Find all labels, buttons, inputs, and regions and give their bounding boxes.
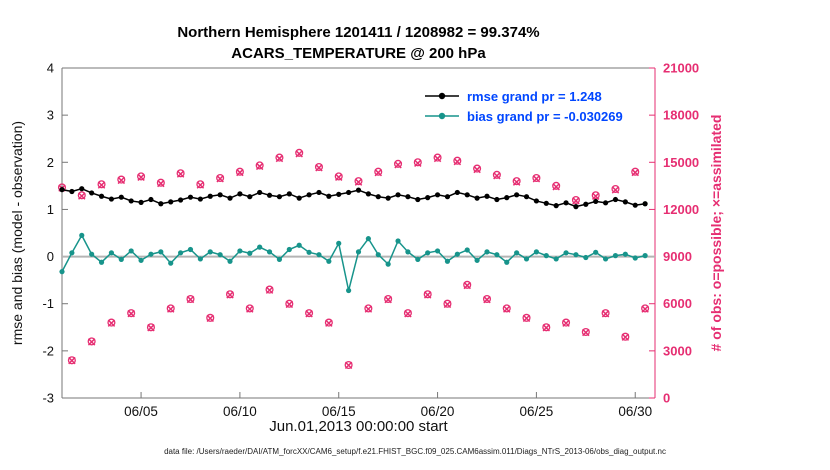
rmse-line-swatch xyxy=(425,92,459,100)
bias-series xyxy=(59,232,648,294)
right-axis-ticks: 0 3000 6000 9000 12000 15000 18000 21000 xyxy=(649,61,699,406)
obs-possible-markers xyxy=(57,148,650,370)
legend-label-rmse: rmse grand pr = 1.248 xyxy=(467,88,602,104)
svg-text:21000: 21000 xyxy=(663,61,699,76)
svg-text:06/05: 06/05 xyxy=(124,404,158,419)
svg-text:12000: 12000 xyxy=(663,202,699,217)
svg-text:-3: -3 xyxy=(42,391,54,406)
legend: rmse grand pr = 1.248 bias grand pr = -0… xyxy=(424,86,623,126)
svg-text:18000: 18000 xyxy=(663,108,699,123)
svg-text:-1: -1 xyxy=(42,296,54,311)
svg-text:2: 2 xyxy=(47,155,54,170)
x-axis-label: Jun.01,2013 00:00:00 start xyxy=(269,418,448,435)
legend-item-bias: bias grand pr = -0.030269 xyxy=(424,106,623,126)
svg-text:-2: -2 xyxy=(42,343,54,358)
svg-text:0: 0 xyxy=(663,391,670,406)
svg-text:4: 4 xyxy=(47,61,54,76)
obs-assimilated-markers xyxy=(58,150,649,370)
svg-text:1: 1 xyxy=(47,202,54,217)
svg-text:3: 3 xyxy=(47,108,54,123)
svg-text:6000: 6000 xyxy=(663,296,692,311)
data-file-path: data file: /Users/raeder/DAI/ATM_forcXX/… xyxy=(164,447,666,456)
svg-text:3000: 3000 xyxy=(663,343,692,358)
svg-text:06/25: 06/25 xyxy=(520,404,554,419)
rmse-series xyxy=(59,186,648,210)
svg-text:06/20: 06/20 xyxy=(421,404,455,419)
svg-text:06/15: 06/15 xyxy=(322,404,356,419)
svg-text:06/10: 06/10 xyxy=(223,404,257,419)
svg-text:15000: 15000 xyxy=(663,155,699,170)
chart-title: Northern Hemisphere 1201411 / 1208982 = … xyxy=(177,24,540,41)
bias-line-swatch xyxy=(425,112,459,120)
svg-text:0: 0 xyxy=(47,249,54,264)
plot-box xyxy=(61,67,656,399)
x-axis-ticks: 06/05 06/10 06/15 06/20 06/25 06/30 xyxy=(124,392,652,419)
left-axis-ticks: -3 -2 -1 0 1 2 3 4 xyxy=(42,61,68,406)
legend-label-bias: bias grand pr = -0.030269 xyxy=(467,108,623,124)
svg-text:06/30: 06/30 xyxy=(618,404,652,419)
chart-subtitle: ACARS_TEMPERATURE @ 200 hPa xyxy=(231,45,486,62)
legend-item-rmse: rmse grand pr = 1.248 xyxy=(424,86,623,106)
svg-text:9000: 9000 xyxy=(663,249,692,264)
